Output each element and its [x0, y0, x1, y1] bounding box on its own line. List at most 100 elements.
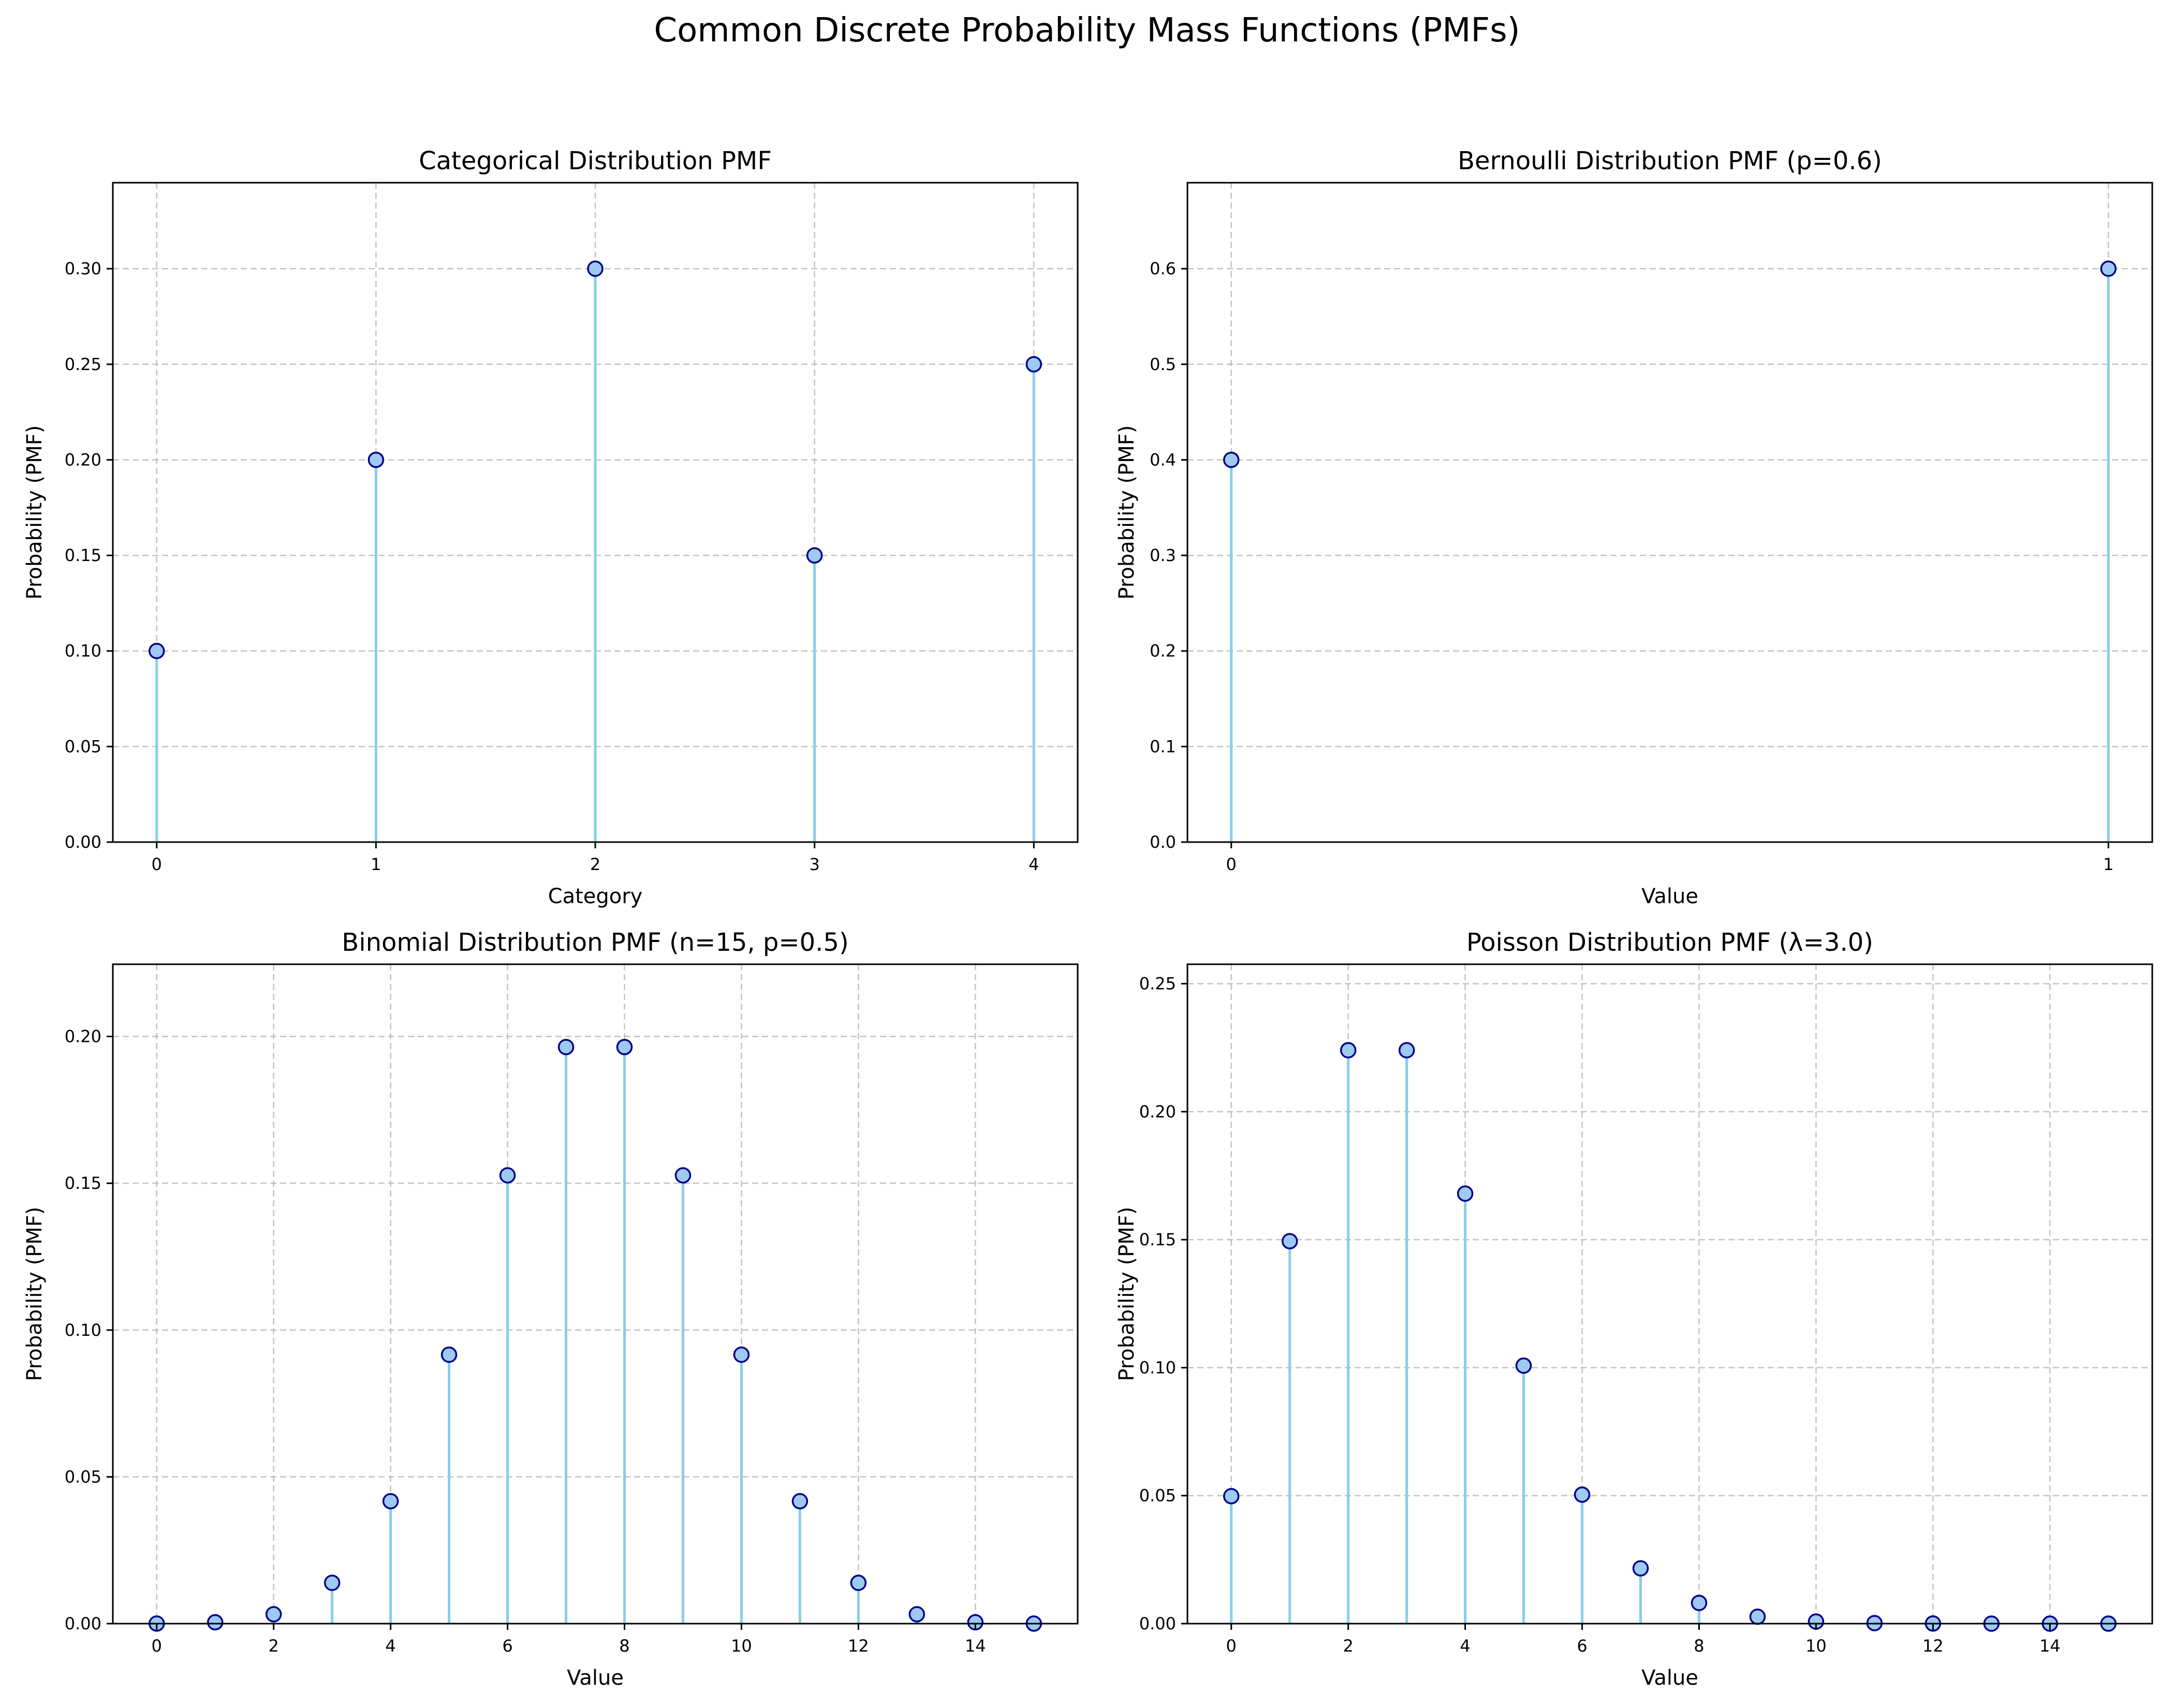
x-tick-label: 14: [965, 1636, 986, 1656]
y-tick-label: 0.00: [65, 1614, 101, 1633]
stem-marker: [1340, 1042, 1357, 1058]
subplot-title: Bernoulli Distribution PMF (p=0.6): [1458, 146, 1882, 175]
stem-marker: [2100, 260, 2117, 277]
stem-marker: [440, 1346, 458, 1363]
stem-marker: [1515, 1357, 1532, 1374]
y-tick-label: 0.20: [65, 1027, 101, 1047]
y-axis-label: Probability (PMF): [1115, 1206, 1139, 1381]
x-tick-label: 2: [590, 855, 600, 874]
x-axis-label: Value: [1641, 885, 1698, 908]
stem-marker: [499, 1167, 516, 1184]
y-tick-label: 0.5: [1150, 355, 1176, 374]
y-tick-label: 0.15: [1139, 1230, 1176, 1249]
x-tick-label: 1: [371, 855, 381, 874]
x-tick-label: 0: [1226, 855, 1237, 874]
y-tick-label: 0.00: [1139, 1614, 1176, 1633]
x-axis-label: Value: [1641, 1666, 1698, 1690]
stem-marker: [674, 1167, 692, 1184]
y-tick-label: 0.05: [65, 1467, 101, 1486]
stem-marker: [1749, 1608, 1766, 1625]
y-axis-label: Probability (PMF): [1115, 425, 1139, 599]
stem-marker: [1574, 1486, 1591, 1503]
x-tick-label: 10: [1805, 1636, 1827, 1656]
stem-marker: [908, 1606, 926, 1623]
stem-marker: [324, 1574, 341, 1591]
stem-marker: [1457, 1185, 1474, 1202]
y-tick-label: 0.3: [1150, 546, 1176, 565]
y-tick-label: 0.10: [65, 641, 101, 661]
subplot-2: 0 1 0.0 0.1 0.2 0.3 0.4 0.5 0.6 Bernoulli Distrib…: [1115, 146, 2153, 908]
y-tick-label: 0.1: [1150, 737, 1176, 756]
axes-frame: [112, 963, 1079, 1625]
stem-marker: [1025, 356, 1042, 373]
axes-frame: [1186, 182, 2153, 843]
stem-marker: [1398, 1042, 1415, 1058]
y-tick-label: 0.05: [65, 737, 101, 756]
subplot-3: 0 2 4 6 8 10 12 14 0.00 0.05 0.10 0.15 0.20 Binomial …: [23, 928, 1079, 1690]
stem-marker: [1223, 1488, 1240, 1505]
x-tick-label: 0: [152, 1636, 162, 1656]
subplot-title: Binomial Distribution PMF (n=15, p=0.5): [342, 928, 848, 957]
stem-marker: [587, 260, 604, 277]
subplot-title: Categorical Distribution PMF: [419, 146, 772, 175]
subplot-1: 0 1 2 3 4 0.00 0.05 0.10 0.15 0.20 0.25 0.30 Categor…: [23, 146, 1079, 908]
x-tick-label: 2: [1343, 1636, 1353, 1656]
figure-title: Common Discrete Probability Mass Functio…: [654, 11, 1520, 50]
y-tick-label: 0.20: [65, 450, 101, 469]
x-tick-label: 4: [1029, 855, 1039, 874]
x-tick-label: 2: [268, 1636, 278, 1656]
stem-marker: [207, 1614, 224, 1631]
y-tick-label: 0.20: [1139, 1102, 1176, 1122]
y-tick-label: 0.05: [1139, 1486, 1176, 1506]
stem-marker: [791, 1493, 809, 1510]
x-tick-label: 1: [2103, 855, 2113, 874]
x-tick-label: 6: [1577, 1636, 1587, 1656]
stem-marker: [616, 1039, 633, 1055]
x-tick-label: 12: [1922, 1636, 1944, 1656]
stem-marker: [850, 1574, 867, 1591]
stem-marker: [806, 547, 823, 564]
y-tick-label: 0.10: [1139, 1358, 1176, 1377]
x-axis-label: Value: [567, 1666, 624, 1690]
y-tick-label: 0.25: [65, 355, 101, 374]
stem-marker: [368, 451, 385, 468]
stem-marker: [1281, 1233, 1298, 1249]
y-tick-label: 0.2: [1150, 641, 1176, 661]
stem-marker: [265, 1606, 282, 1623]
x-tick-label: 10: [731, 1636, 752, 1656]
x-tick-label: 6: [502, 1636, 512, 1656]
y-tick-label: 0.4: [1150, 450, 1176, 469]
y-axis-label: Probability (PMF): [23, 1206, 47, 1381]
x-tick-label: 0: [152, 855, 162, 874]
y-tick-label: 0.00: [65, 832, 101, 852]
y-tick-label: 0.6: [1150, 259, 1176, 278]
stem-marker: [1223, 451, 1240, 468]
stem-marker: [148, 642, 165, 659]
y-tick-label: 0.10: [65, 1320, 101, 1340]
stem-marker: [382, 1493, 399, 1510]
stem-marker: [733, 1346, 750, 1363]
x-tick-label: 12: [848, 1636, 869, 1656]
stem-marker: [557, 1039, 575, 1055]
y-tick-label: 0.15: [65, 1173, 101, 1193]
y-axis-label: Probability (PMF): [23, 425, 47, 599]
y-tick-label: 0.0: [1150, 832, 1176, 852]
x-tick-label: 8: [619, 1636, 629, 1656]
x-tick-label: 8: [1694, 1636, 1704, 1656]
x-tick-label: 4: [385, 1636, 395, 1656]
subplot-grid: 0 1 2 3 40.000.050.100.150.200.250.30Categor…: [23, 146, 2153, 1690]
x-tick-label: 0: [1226, 1636, 1237, 1656]
y-tick-label: 0.15: [65, 546, 101, 565]
x-tick-label: 4: [1460, 1636, 1470, 1656]
stem-marker: [1632, 1560, 1649, 1577]
y-tick-label: 0.25: [1139, 974, 1176, 994]
y-tick-label: 0.30: [65, 259, 101, 278]
x-tick-label: 14: [2039, 1636, 2061, 1656]
x-axis-label: Category: [548, 885, 643, 908]
subplot-4: 0 2 4 6 8 10 12 14 0.00 0.05 0.10 0.15 0.20 0.25 Poiss…: [1115, 928, 2153, 1690]
subplot-title: Poisson Distribution PMF (λ=3.0): [1466, 928, 1873, 957]
x-tick-label: 3: [809, 855, 819, 874]
stem-marker: [1691, 1595, 1708, 1611]
